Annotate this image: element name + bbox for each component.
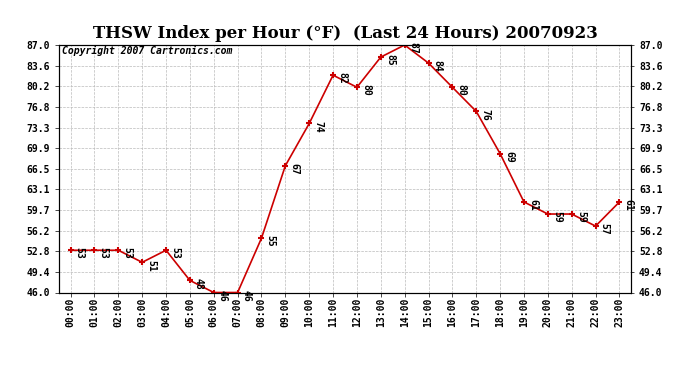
Text: 53: 53 (170, 248, 180, 259)
Text: 59: 59 (552, 211, 562, 223)
Text: 82: 82 (337, 72, 347, 84)
Text: Copyright 2007 Cartronics.com: Copyright 2007 Cartronics.com (61, 46, 232, 56)
Text: 46: 46 (218, 290, 228, 302)
Title: THSW Index per Hour (°F)  (Last 24 Hours) 20070923: THSW Index per Hour (°F) (Last 24 Hours)… (92, 25, 598, 42)
Text: 51: 51 (146, 260, 157, 271)
Text: 84: 84 (433, 60, 443, 72)
Text: 59: 59 (576, 211, 586, 223)
Text: 53: 53 (122, 248, 132, 259)
Text: 80: 80 (361, 84, 371, 96)
Text: 80: 80 (457, 84, 466, 96)
Text: 69: 69 (504, 151, 514, 163)
Text: 53: 53 (75, 248, 85, 259)
Text: 53: 53 (99, 248, 108, 259)
Text: 87: 87 (408, 42, 419, 54)
Text: 74: 74 (313, 121, 324, 132)
Text: 67: 67 (290, 163, 299, 175)
Text: 46: 46 (241, 290, 252, 302)
Text: 76: 76 (480, 109, 491, 120)
Text: 61: 61 (624, 199, 633, 211)
Text: 48: 48 (194, 278, 204, 290)
Text: 61: 61 (528, 199, 538, 211)
Text: 57: 57 (600, 224, 610, 235)
Text: 55: 55 (266, 236, 275, 247)
Text: 85: 85 (385, 54, 395, 66)
